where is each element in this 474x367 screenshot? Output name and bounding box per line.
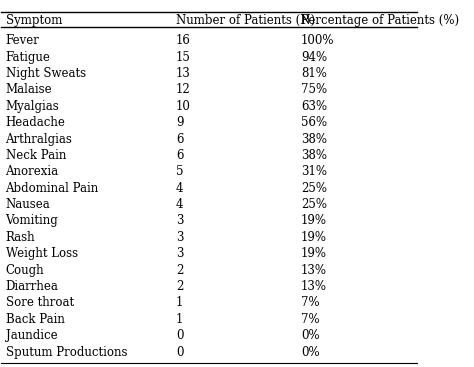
Text: 15: 15: [176, 51, 191, 63]
Text: 1: 1: [176, 313, 183, 326]
Text: 63%: 63%: [301, 100, 327, 113]
Text: 3: 3: [176, 214, 183, 228]
Text: Symptom: Symptom: [6, 14, 62, 27]
Text: 7%: 7%: [301, 313, 319, 326]
Text: 0: 0: [176, 346, 183, 359]
Text: Sputum Productions: Sputum Productions: [6, 346, 127, 359]
Text: 4: 4: [176, 198, 183, 211]
Text: Malaise: Malaise: [6, 83, 52, 97]
Text: 38%: 38%: [301, 132, 327, 145]
Text: Diarrhea: Diarrhea: [6, 280, 58, 293]
Text: Neck Pain: Neck Pain: [6, 149, 66, 162]
Text: 7%: 7%: [301, 297, 319, 309]
Text: 9: 9: [176, 116, 183, 129]
Text: Anorexia: Anorexia: [6, 165, 59, 178]
Text: 12: 12: [176, 83, 191, 97]
Text: Fatigue: Fatigue: [6, 51, 50, 63]
Text: 1: 1: [176, 297, 183, 309]
Text: 10: 10: [176, 100, 191, 113]
Text: 19%: 19%: [301, 247, 327, 260]
Text: 94%: 94%: [301, 51, 327, 63]
Text: Fever: Fever: [6, 34, 39, 47]
Text: 75%: 75%: [301, 83, 327, 97]
Text: Myalgias: Myalgias: [6, 100, 59, 113]
Text: 19%: 19%: [301, 214, 327, 228]
Text: 13%: 13%: [301, 264, 327, 277]
Text: Number of Patients (N): Number of Patients (N): [176, 14, 315, 27]
Text: 38%: 38%: [301, 149, 327, 162]
Text: 2: 2: [176, 264, 183, 277]
Text: Jaundice: Jaundice: [6, 329, 57, 342]
Text: Abdominal Pain: Abdominal Pain: [6, 182, 99, 195]
Text: 6: 6: [176, 149, 183, 162]
Text: 16: 16: [176, 34, 191, 47]
Text: Arthralgias: Arthralgias: [6, 132, 73, 145]
Text: 81%: 81%: [301, 67, 327, 80]
Text: 19%: 19%: [301, 231, 327, 244]
Text: 13%: 13%: [301, 280, 327, 293]
Text: Weight Loss: Weight Loss: [6, 247, 78, 260]
Text: 25%: 25%: [301, 182, 327, 195]
Text: 6: 6: [176, 132, 183, 145]
Text: Vomiting: Vomiting: [6, 214, 58, 228]
Text: 0%: 0%: [301, 346, 319, 359]
Text: 5: 5: [176, 165, 183, 178]
Text: 56%: 56%: [301, 116, 327, 129]
Text: 0: 0: [176, 329, 183, 342]
Text: Nausea: Nausea: [6, 198, 50, 211]
Text: Back Pain: Back Pain: [6, 313, 64, 326]
Text: 4: 4: [176, 182, 183, 195]
Text: 25%: 25%: [301, 198, 327, 211]
Text: Headache: Headache: [6, 116, 65, 129]
Text: 2: 2: [176, 280, 183, 293]
Text: 3: 3: [176, 231, 183, 244]
Text: 100%: 100%: [301, 34, 334, 47]
Text: Rash: Rash: [6, 231, 35, 244]
Text: Sore throat: Sore throat: [6, 297, 73, 309]
Text: 13: 13: [176, 67, 191, 80]
Text: 31%: 31%: [301, 165, 327, 178]
Text: 3: 3: [176, 247, 183, 260]
Text: Night Sweats: Night Sweats: [6, 67, 86, 80]
Text: 0%: 0%: [301, 329, 319, 342]
Text: Cough: Cough: [6, 264, 44, 277]
Text: Percentage of Patients (%): Percentage of Patients (%): [301, 14, 459, 27]
